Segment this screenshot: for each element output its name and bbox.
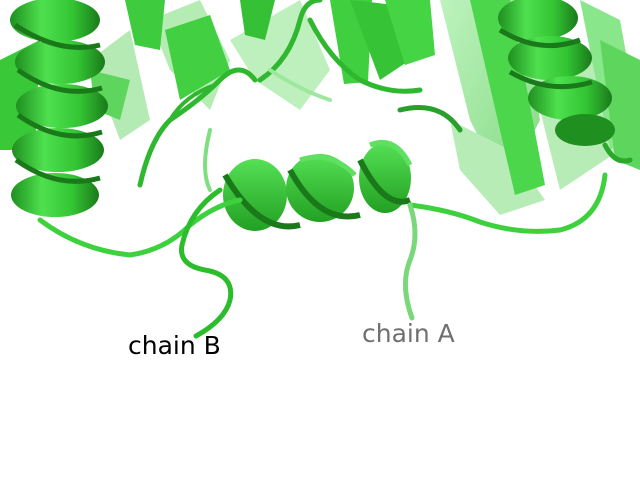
helix-right bbox=[498, 0, 615, 146]
helix-center bbox=[222, 140, 413, 231]
chain-a-label: chain A bbox=[362, 319, 455, 348]
chain-b-label: chain B bbox=[128, 331, 221, 360]
helix-left bbox=[10, 0, 108, 217]
coil-loops bbox=[37, 0, 633, 258]
chain-b-tail bbox=[178, 187, 234, 339]
chain-a-tail bbox=[403, 202, 418, 321]
